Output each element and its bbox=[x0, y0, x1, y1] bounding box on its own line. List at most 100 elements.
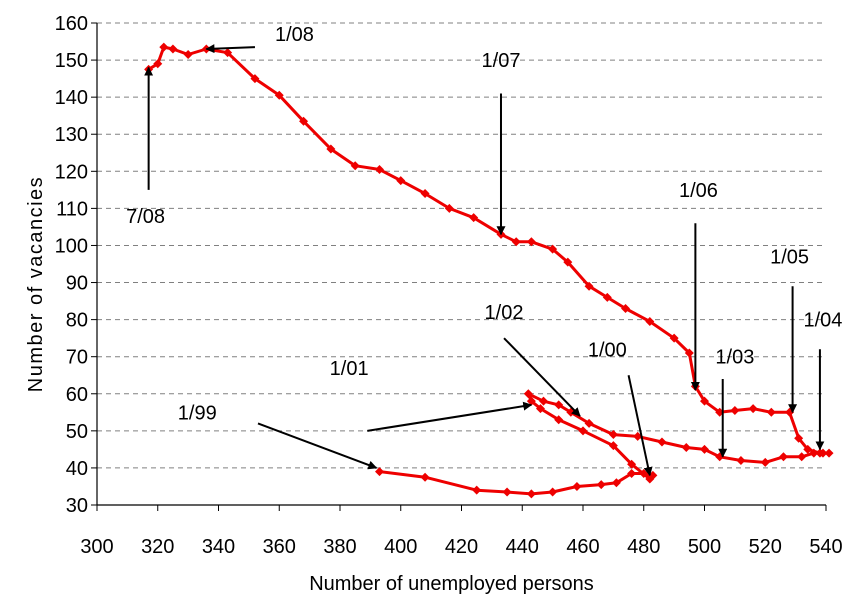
y-tick-label: 40 bbox=[66, 458, 88, 480]
data-point bbox=[299, 116, 309, 126]
data-point bbox=[766, 407, 776, 417]
data-point bbox=[396, 176, 406, 186]
x-tick-label: 380 bbox=[323, 536, 356, 558]
data-point bbox=[250, 74, 260, 84]
data-point bbox=[596, 480, 606, 490]
annotation-label: 1/02 bbox=[485, 302, 524, 324]
data-point bbox=[736, 456, 746, 466]
x-tick-label: 360 bbox=[263, 536, 296, 558]
data-point bbox=[469, 213, 479, 223]
data-point bbox=[748, 404, 758, 414]
data-point bbox=[183, 50, 193, 60]
annotation-arrow bbox=[257, 422, 378, 470]
data-point bbox=[153, 59, 163, 69]
x-axis-title: Number of unemployed persons bbox=[309, 573, 594, 595]
data-point bbox=[730, 405, 740, 415]
annotation-label: 1/06 bbox=[679, 180, 718, 202]
annotation-label: 7/08 bbox=[126, 206, 165, 228]
y-tick-label: 130 bbox=[55, 124, 88, 146]
data-point bbox=[523, 389, 533, 399]
data-point bbox=[797, 452, 807, 462]
annotation-label: 1/07 bbox=[482, 50, 521, 72]
data-point bbox=[645, 316, 655, 326]
y-tick-label: 90 bbox=[66, 273, 88, 295]
data-point bbox=[511, 237, 521, 247]
data-point bbox=[350, 161, 360, 171]
data-point bbox=[223, 48, 233, 58]
data-point bbox=[374, 164, 384, 174]
x-tick-label: 500 bbox=[688, 536, 721, 558]
data-point bbox=[809, 448, 819, 458]
data-point bbox=[627, 468, 637, 478]
data-point bbox=[621, 303, 631, 313]
data-point bbox=[548, 487, 558, 497]
data-point bbox=[700, 444, 709, 454]
y-tick-label: 100 bbox=[55, 235, 88, 257]
data-series bbox=[144, 42, 834, 499]
data-point bbox=[159, 42, 169, 52]
data-point bbox=[627, 459, 637, 469]
y-tick-label: 60 bbox=[66, 384, 88, 406]
data-point bbox=[326, 144, 336, 154]
x-tick-label: 400 bbox=[384, 536, 417, 558]
data-point bbox=[168, 44, 178, 54]
annotation-label: 1/00 bbox=[588, 339, 627, 361]
axes: 30 40 50 60 70 80 90 100 110 120 130 140 150 160 300 32… bbox=[55, 13, 843, 558]
y-tick-label: 110 bbox=[56, 198, 88, 220]
annotation-label: 1/04 bbox=[803, 310, 842, 332]
data-point bbox=[760, 457, 770, 467]
x-tick-label: 420 bbox=[445, 536, 478, 558]
data-point bbox=[502, 487, 512, 497]
annotation-label: 1/08 bbox=[275, 24, 314, 46]
data-point bbox=[602, 292, 612, 302]
y-tick-label: 50 bbox=[66, 421, 88, 443]
series-line bbox=[147, 45, 831, 496]
data-point bbox=[274, 90, 284, 100]
data-point bbox=[778, 452, 788, 462]
data-point bbox=[420, 472, 430, 482]
data-point bbox=[633, 431, 643, 441]
data-point bbox=[526, 237, 536, 247]
data-point bbox=[420, 189, 430, 199]
data-point bbox=[374, 467, 384, 477]
data-point bbox=[584, 418, 594, 428]
x-tick-label: 480 bbox=[627, 536, 660, 558]
data-point bbox=[539, 396, 549, 406]
data-point bbox=[548, 244, 558, 254]
data-point bbox=[608, 430, 618, 440]
annotation-label: 1/03 bbox=[715, 347, 754, 369]
data-point bbox=[472, 485, 482, 495]
data-point bbox=[584, 281, 594, 291]
x-tick-label: 340 bbox=[202, 536, 235, 558]
data-point bbox=[526, 489, 536, 499]
gridlines bbox=[97, 22, 826, 469]
x-tick-label: 300 bbox=[80, 536, 113, 558]
y-tick-label: 150 bbox=[55, 50, 88, 72]
data-point bbox=[608, 441, 618, 451]
data-point bbox=[794, 433, 804, 443]
x-tick-label: 460 bbox=[566, 536, 599, 558]
annotation-label: 1/05 bbox=[770, 247, 809, 269]
y-tick-label: 160 bbox=[55, 13, 88, 35]
data-point bbox=[824, 448, 834, 458]
data-point bbox=[684, 348, 694, 358]
data-point bbox=[669, 333, 679, 343]
data-point bbox=[815, 448, 825, 458]
x-tick-label: 540 bbox=[809, 536, 842, 558]
y-axis-title: Number of vacancies bbox=[25, 176, 47, 392]
data-point bbox=[563, 257, 573, 267]
annotation-arrow bbox=[367, 401, 533, 432]
y-tick-label: 70 bbox=[66, 347, 88, 369]
data-point bbox=[645, 474, 655, 484]
annotation-label: 1/01 bbox=[330, 358, 369, 380]
data-point bbox=[578, 426, 588, 436]
data-point bbox=[572, 481, 582, 491]
annotation-arrow bbox=[627, 375, 653, 477]
annotation-arrow bbox=[205, 44, 255, 54]
x-tick-label: 320 bbox=[141, 536, 174, 558]
y-tick-label: 120 bbox=[55, 161, 88, 183]
data-point bbox=[803, 444, 813, 454]
data-point bbox=[681, 443, 691, 453]
x-tick-label: 520 bbox=[749, 536, 782, 558]
